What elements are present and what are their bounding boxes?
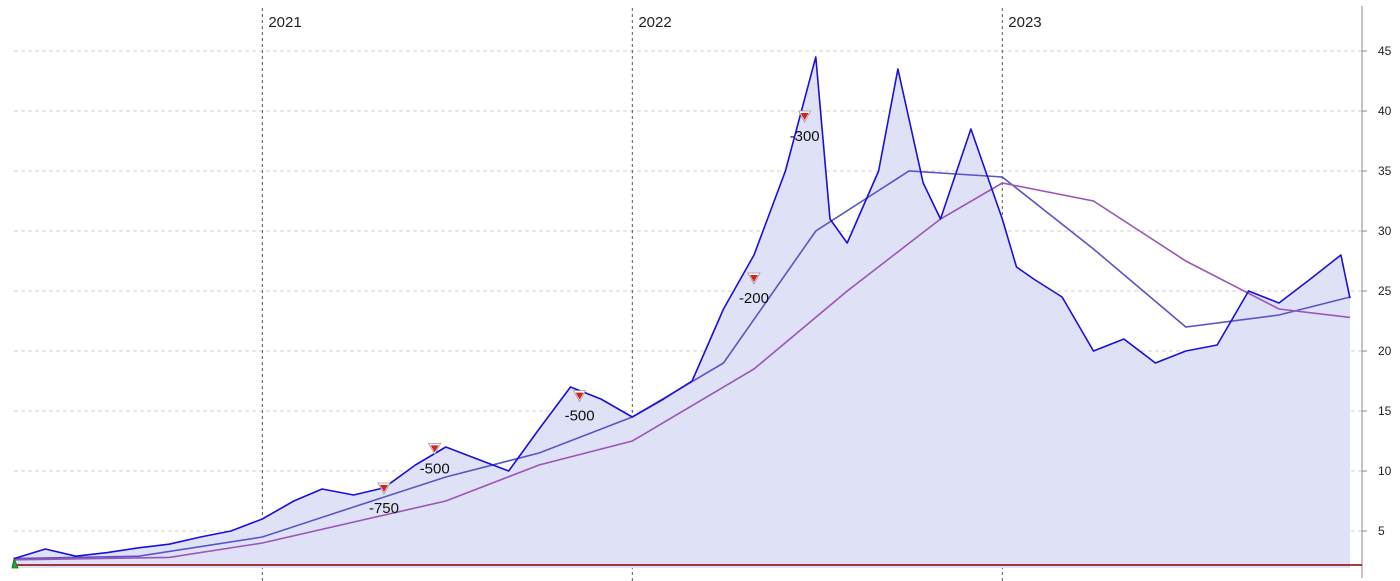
moving-average-short-line: [13, 170, 1351, 560]
year-label: 2023: [1008, 14, 1041, 31]
y-tick-label: 15: [1378, 404, 1392, 418]
y-tick-label: 35: [1378, 164, 1392, 178]
price-area: [14, 57, 1350, 568]
sell-marker: [575, 392, 584, 400]
sell-marker: [749, 275, 758, 282]
sell-marker-label: -500: [565, 408, 595, 425]
y-tick-label: 10: [1378, 464, 1392, 478]
buy-marker: [11, 556, 19, 569]
sell-marker-label: -500: [420, 460, 450, 477]
y-tick-label: 30: [1378, 224, 1392, 238]
sell-marker-label: -750: [369, 500, 399, 517]
sell-marker: [430, 445, 439, 453]
moving-average-long-line: [13, 182, 1351, 561]
price-line: [13, 56, 1351, 560]
y-tick-label: 5: [1378, 524, 1385, 538]
y-tick-label: 45: [1378, 44, 1392, 58]
year-label: 2021: [268, 14, 301, 31]
y-tick-label: 25: [1378, 284, 1392, 298]
sell-marker: [800, 113, 809, 120]
sell-marker-label: -200: [739, 290, 769, 307]
y-tick-label: 40: [1378, 104, 1392, 118]
sell-marker-label: -300: [790, 128, 820, 145]
year-label: 2022: [638, 14, 671, 31]
y-tick-label: 20: [1378, 344, 1392, 358]
sell-marker: [379, 485, 388, 492]
